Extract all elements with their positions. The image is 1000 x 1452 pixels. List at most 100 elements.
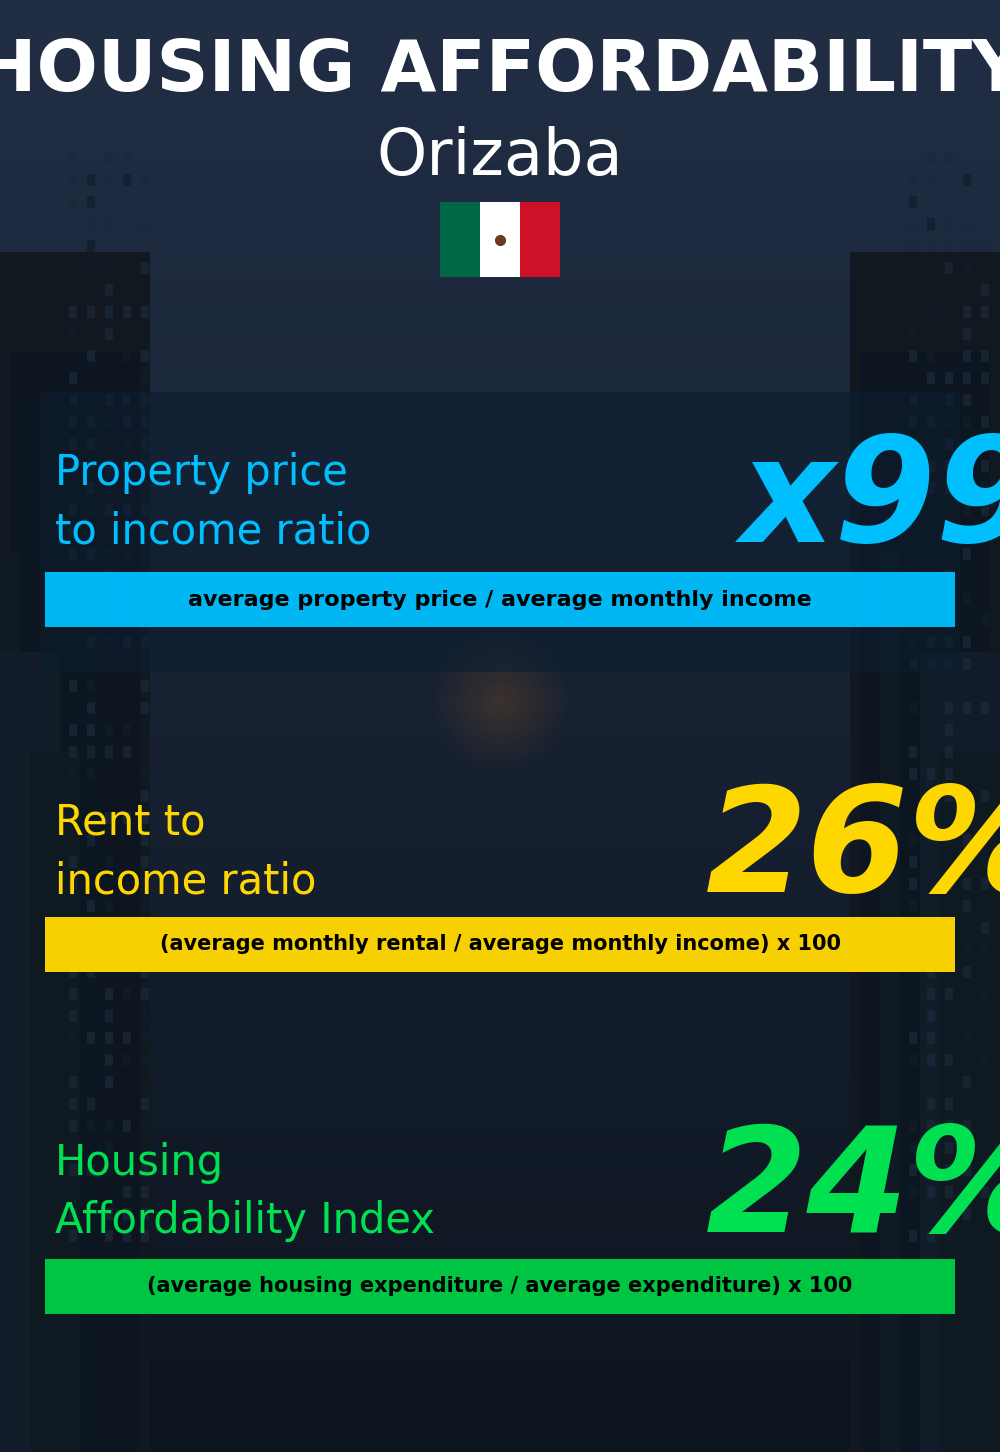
Bar	[909, 857, 917, 868]
Text: Orizaba: Orizaba	[377, 126, 623, 187]
Bar	[69, 547, 77, 560]
Bar	[69, 196, 77, 208]
Bar	[981, 1186, 989, 1198]
Bar	[909, 878, 917, 890]
Bar	[123, 1119, 131, 1133]
Bar	[981, 460, 989, 472]
Bar	[945, 439, 953, 450]
Bar	[105, 393, 113, 407]
Bar	[141, 1230, 149, 1241]
Bar	[909, 439, 917, 450]
Bar	[123, 1208, 131, 1220]
Bar	[141, 1098, 149, 1109]
Bar	[105, 614, 113, 626]
Bar	[981, 701, 989, 714]
Bar	[10, 351, 140, 1452]
Bar	[945, 1143, 953, 1154]
Bar	[927, 1230, 935, 1241]
Bar	[105, 174, 113, 186]
Bar	[909, 592, 917, 604]
Bar	[981, 878, 989, 890]
Bar	[69, 372, 77, 383]
Bar	[927, 372, 935, 383]
Bar	[105, 812, 113, 823]
Bar	[0, 552, 100, 1452]
Bar	[105, 1011, 113, 1022]
Bar	[141, 680, 149, 693]
Bar	[963, 944, 971, 955]
Bar	[909, 482, 917, 494]
Bar	[981, 1054, 989, 1066]
Bar	[927, 1054, 935, 1066]
Bar	[45, 572, 955, 627]
Bar	[105, 1208, 113, 1220]
Bar	[927, 1143, 935, 1154]
Bar	[963, 174, 971, 186]
Bar	[945, 218, 953, 229]
Bar	[69, 1098, 77, 1109]
Bar	[963, 1143, 971, 1154]
Bar	[141, 1186, 149, 1198]
Bar	[105, 152, 113, 164]
Bar	[981, 944, 989, 955]
Bar	[945, 725, 953, 736]
Bar	[981, 504, 989, 515]
Bar	[69, 944, 77, 955]
Bar	[909, 417, 917, 428]
Bar	[45, 918, 955, 971]
Bar	[860, 351, 990, 1452]
Bar	[981, 482, 989, 494]
Bar	[123, 1054, 131, 1066]
Bar	[963, 504, 971, 515]
Bar	[909, 1032, 917, 1044]
Bar	[87, 196, 95, 208]
Bar	[909, 1230, 917, 1241]
Bar	[141, 833, 149, 847]
Bar	[909, 240, 917, 253]
Bar	[963, 658, 971, 669]
Bar	[105, 1119, 113, 1133]
Bar	[927, 987, 935, 1000]
Bar	[69, 966, 77, 979]
Bar	[105, 261, 113, 274]
Bar	[69, 878, 77, 890]
Bar	[87, 1165, 95, 1176]
Bar	[87, 393, 95, 407]
Bar	[123, 636, 131, 648]
Bar	[69, 725, 77, 736]
Bar	[20, 402, 100, 1452]
Bar	[981, 857, 989, 868]
Bar	[963, 1119, 971, 1133]
Bar	[141, 768, 149, 780]
Bar	[909, 1054, 917, 1066]
Bar	[909, 768, 917, 780]
Bar	[945, 614, 953, 626]
Bar	[141, 1054, 149, 1066]
Bar	[141, 966, 149, 979]
Bar	[909, 350, 917, 362]
Bar	[927, 439, 935, 450]
Bar	[945, 1186, 953, 1198]
Bar	[69, 417, 77, 428]
Bar	[141, 1165, 149, 1176]
Bar	[981, 306, 989, 318]
Bar	[909, 1165, 917, 1176]
Bar	[105, 922, 113, 934]
Bar	[87, 636, 95, 648]
Bar	[945, 746, 953, 758]
Bar	[141, 857, 149, 868]
Bar	[69, 152, 77, 164]
Bar	[0, 253, 150, 1452]
Bar	[440, 202, 480, 277]
Bar	[909, 746, 917, 758]
Bar	[141, 218, 149, 229]
Bar	[87, 658, 95, 669]
Bar	[963, 547, 971, 560]
Bar	[123, 812, 131, 823]
Bar	[123, 746, 131, 758]
Bar	[141, 261, 149, 274]
Bar	[87, 306, 95, 318]
Bar	[105, 417, 113, 428]
Bar	[909, 900, 917, 912]
Bar	[945, 261, 953, 274]
